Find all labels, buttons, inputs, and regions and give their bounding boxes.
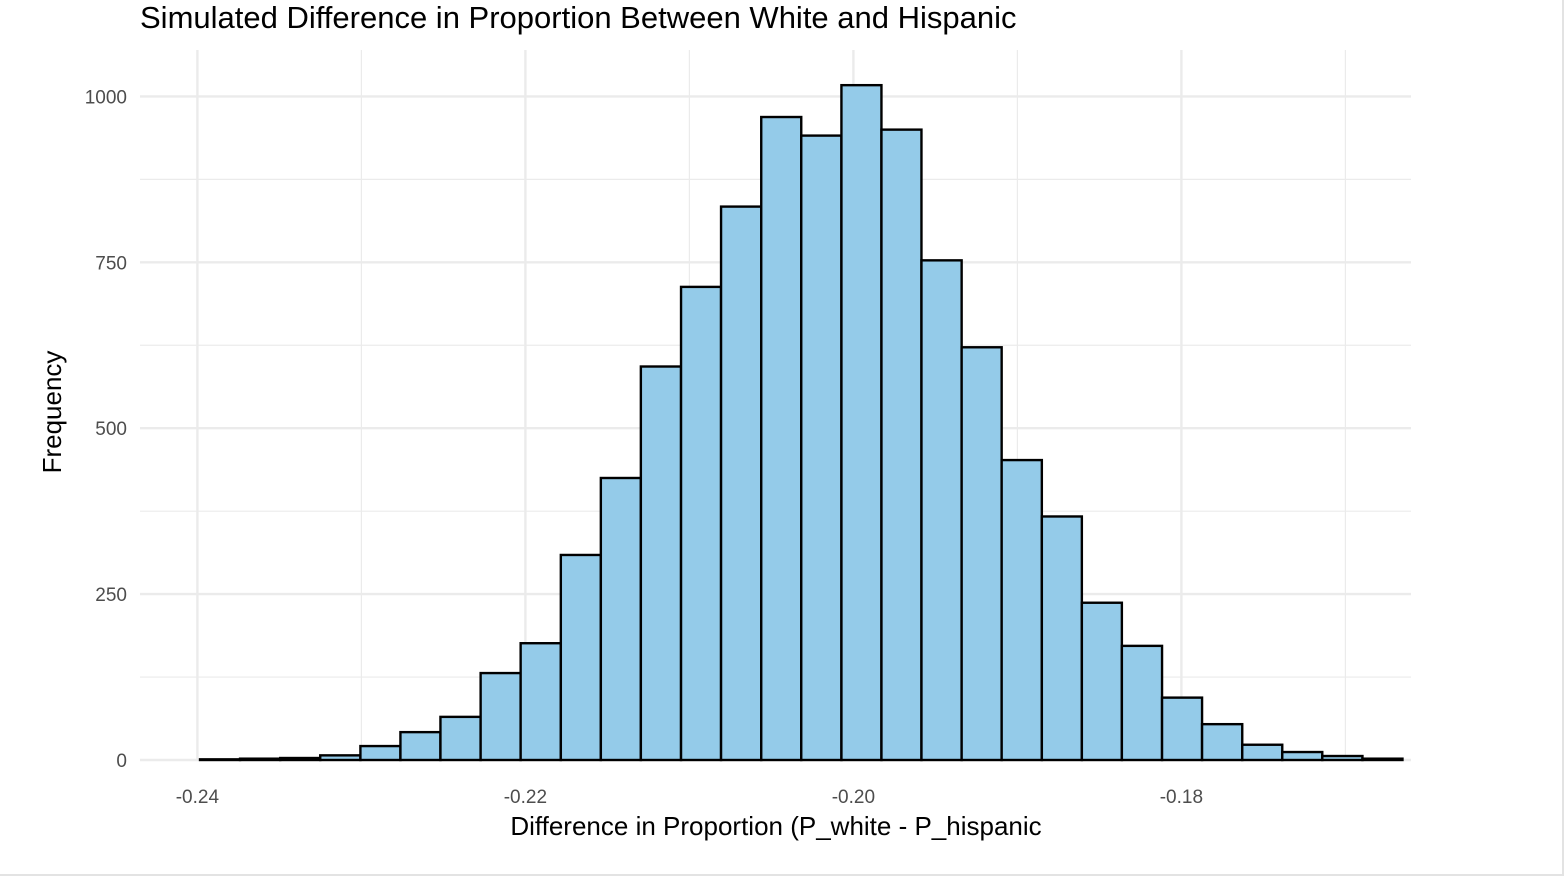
histogram-bar — [920, 259, 963, 762]
histogram-bar — [399, 730, 442, 762]
histogram-bar — [439, 715, 482, 762]
x-tick-label: -0.22 — [504, 787, 547, 808]
histogram-bar — [840, 83, 883, 762]
histogram-bar — [319, 754, 362, 762]
chart-title: Simulated Difference in Proportion Betwe… — [140, 0, 1017, 35]
histogram-bar — [1120, 644, 1164, 762]
histogram-bar — [198, 758, 242, 762]
histogram-bar — [1080, 601, 1124, 762]
y-tick-label: 750 — [95, 253, 127, 274]
histogram-bar — [760, 115, 803, 762]
histogram-bar — [519, 642, 563, 762]
histogram-bar — [1200, 722, 1244, 762]
histogram-bar — [880, 128, 923, 762]
histogram-bar — [719, 205, 763, 762]
y-axis-title: Frequency — [37, 351, 67, 474]
x-tick-label: -0.20 — [832, 787, 875, 808]
histogram-bar — [238, 757, 282, 762]
histogram-bar — [1361, 757, 1404, 762]
histogram-bar — [479, 671, 522, 762]
histogram-bar — [800, 134, 843, 762]
histogram-bar — [1241, 743, 1284, 762]
histogram-bar — [1040, 515, 1084, 762]
y-tick-label: 250 — [95, 585, 127, 606]
histogram-bar — [559, 553, 603, 762]
y-tick-label: 1000 — [85, 87, 127, 108]
histogram-bar — [1321, 754, 1364, 762]
y-axis-ticks: 0 250 500 750 1000 — [85, 87, 127, 772]
histogram-bar — [1160, 696, 1204, 762]
y-tick-label: 0 — [116, 751, 127, 772]
histogram-bars — [198, 83, 1404, 762]
histogram-bar — [279, 756, 322, 762]
histogram-bar — [639, 365, 683, 762]
x-axis-ticks: -0.24 -0.22 -0.20 -0.18 — [176, 787, 1203, 808]
x-axis-title: Difference in Proportion (P_white - P_hi… — [510, 811, 1041, 841]
histogram-bar — [359, 744, 402, 762]
y-tick-label: 500 — [95, 419, 127, 440]
histogram-bar — [1000, 458, 1044, 762]
histogram-bar — [599, 476, 643, 762]
x-tick-label: -0.18 — [1160, 787, 1203, 808]
histogram-bar — [960, 346, 1003, 762]
histogram-bar — [679, 285, 723, 762]
histogram-bar — [1281, 750, 1324, 762]
x-tick-label: -0.24 — [176, 787, 220, 808]
